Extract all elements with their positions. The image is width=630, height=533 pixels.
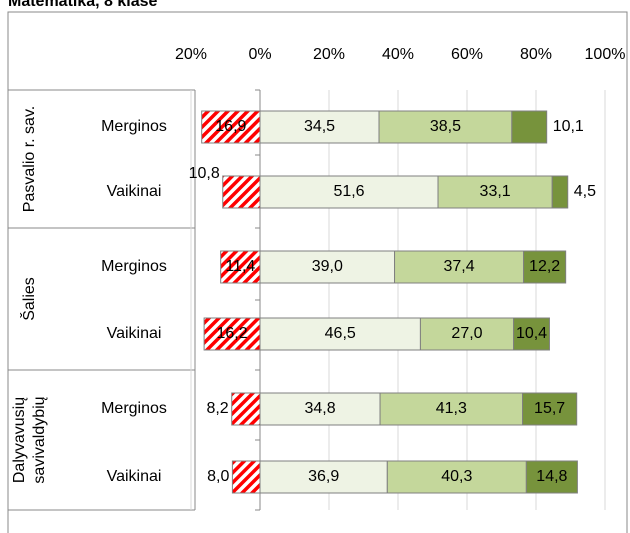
bar-segment — [259, 175, 439, 209]
category-label: Merginos — [101, 400, 167, 417]
value-label: 11,4 — [225, 258, 255, 275]
value-label: 10,1 — [553, 118, 584, 135]
bar-segment — [222, 175, 261, 209]
value-label: 51,6 — [333, 183, 364, 200]
group-label: Pasvalio r. sav. — [21, 106, 38, 212]
value-label: 37,4 — [443, 258, 474, 275]
value-label: 34,5 — [304, 118, 335, 135]
group-label: savivaldybių — [31, 396, 48, 483]
bar-segment — [259, 317, 421, 351]
frame — [7, 11, 628, 533]
bar-segment — [259, 460, 388, 494]
bar-segment — [522, 392, 578, 426]
x-tick-label: 100% — [585, 46, 626, 63]
x-tick-label: 20% — [313, 46, 345, 63]
value-label: 41,3 — [436, 400, 467, 417]
value-label: 16,2 — [216, 325, 247, 342]
group-label: Dalyvavusių — [11, 397, 28, 483]
x-tick-label: 20% — [175, 46, 207, 63]
category-label: Vaikinai — [107, 183, 162, 200]
bar-segment — [379, 392, 524, 426]
value-label: 40,3 — [441, 468, 472, 485]
category-label: Merginos — [101, 118, 167, 135]
value-label: 34,8 — [304, 400, 335, 417]
bar-segment — [231, 392, 261, 426]
value-label: 8,0 — [207, 468, 229, 485]
bar-segment — [437, 175, 553, 209]
value-label: 36,9 — [308, 468, 339, 485]
bar-segment — [231, 460, 261, 494]
x-tick-label: 0% — [248, 46, 271, 63]
bar-segment — [394, 250, 525, 284]
x-tick-label: 80% — [520, 46, 552, 63]
chart-title: Matematika, 8 klasė — [8, 0, 158, 10]
value-label: 16,9 — [215, 118, 246, 135]
group-label: Šalies — [19, 277, 38, 321]
value-label: 15,7 — [534, 400, 565, 417]
category-label: Merginos — [101, 258, 167, 275]
value-label: 38,5 — [430, 118, 461, 135]
value-label: 14,8 — [536, 468, 567, 485]
bar-segment — [525, 460, 578, 494]
category-label: Vaikinai — [107, 325, 162, 342]
bar-segment — [511, 110, 548, 144]
value-label: 27,0 — [451, 325, 482, 342]
value-label: 4,5 — [574, 183, 596, 200]
x-tick-label: 40% — [382, 46, 414, 63]
bar-segment — [419, 317, 515, 351]
bar-segment — [259, 392, 381, 426]
bar-segment — [203, 317, 261, 351]
x-tick-label: 60% — [451, 46, 483, 63]
category-label: Vaikinai — [107, 468, 162, 485]
value-label: 33,1 — [480, 183, 511, 200]
bar-segment — [551, 175, 569, 209]
value-label: 12,2 — [529, 258, 560, 275]
value-label: 10,8 — [189, 165, 220, 182]
bar-segment — [220, 250, 261, 284]
bar-segment — [378, 110, 513, 144]
bar-segment — [523, 250, 567, 284]
value-label: 8,2 — [206, 400, 228, 417]
value-label: 10,4 — [516, 325, 547, 342]
bar-segment — [513, 317, 550, 351]
value-label: 46,5 — [325, 325, 356, 342]
value-label: 39,0 — [312, 258, 343, 275]
